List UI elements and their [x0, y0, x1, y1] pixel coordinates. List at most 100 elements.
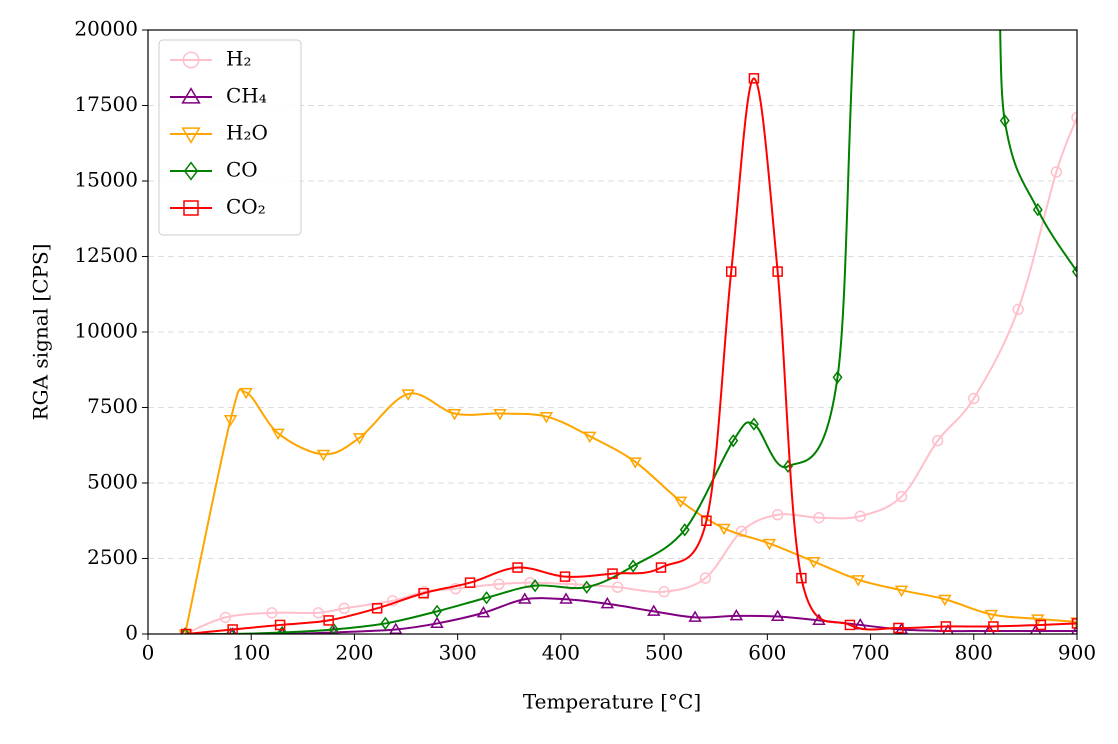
- marker: [181, 87, 201, 104]
- marker: [277, 625, 288, 634]
- x-axis-label: Temperature [°C]: [523, 690, 701, 714]
- marker: [239, 387, 253, 400]
- y-tick-label: 0: [125, 621, 138, 645]
- marker: [464, 577, 476, 588]
- marker: [352, 433, 367, 445]
- marker: [432, 604, 443, 619]
- marker: [338, 602, 350, 615]
- series-line: [185, 30, 1077, 634]
- series-line: [184, 388, 1077, 634]
- y-tick-label: 12500: [74, 243, 138, 267]
- marker: [524, 576, 536, 589]
- marker: [717, 523, 731, 536]
- y-tick-label: 17500: [74, 92, 138, 116]
- marker: [1050, 166, 1063, 178]
- marker: [493, 578, 505, 590]
- marker: [894, 585, 909, 598]
- y-tick-label: 7500: [87, 394, 138, 418]
- marker: [1012, 303, 1024, 316]
- marker: [266, 607, 278, 619]
- y-tick-label: 20000: [74, 17, 138, 41]
- x-tick-label: 800: [955, 641, 993, 665]
- marker: [611, 581, 624, 593]
- marker: [893, 622, 904, 634]
- marker: [983, 624, 996, 634]
- marker: [938, 594, 952, 607]
- marker: [493, 409, 507, 421]
- legend-box: [158, 39, 302, 236]
- marker: [844, 619, 856, 631]
- marker: [984, 609, 999, 622]
- marker: [832, 370, 843, 384]
- marker: [628, 457, 642, 469]
- marker: [518, 592, 532, 604]
- marker: [607, 568, 618, 579]
- legend-label: CO: [226, 158, 258, 182]
- legend-label: H₂: [226, 47, 251, 71]
- marker: [389, 622, 403, 634]
- marker: [512, 562, 523, 573]
- marker: [182, 51, 200, 69]
- marker: [430, 616, 444, 628]
- x-tick-label: 600: [748, 641, 786, 665]
- y-tick-label: 5000: [87, 470, 138, 494]
- marker: [180, 627, 191, 634]
- marker: [401, 389, 415, 401]
- marker: [770, 609, 785, 622]
- marker: [380, 616, 391, 631]
- marker: [813, 512, 825, 524]
- marker: [581, 580, 592, 594]
- marker: [679, 523, 690, 537]
- marker: [539, 412, 554, 424]
- marker: [476, 605, 491, 618]
- marker: [371, 603, 383, 614]
- marker: [699, 572, 712, 584]
- marker: [583, 431, 597, 444]
- marker: [1035, 619, 1047, 631]
- y-tick-label: 15000: [74, 168, 138, 192]
- y-tick-label: 10000: [74, 319, 138, 343]
- x-tick-label: 500: [645, 641, 683, 665]
- marker: [854, 510, 866, 522]
- marker: [968, 392, 980, 405]
- marker: [725, 266, 737, 277]
- marker: [219, 611, 232, 624]
- x-tick-label: 900: [1058, 641, 1096, 665]
- marker: [328, 622, 339, 634]
- marker: [183, 161, 199, 181]
- marker: [796, 572, 807, 584]
- marker: [701, 515, 712, 526]
- marker: [628, 559, 639, 573]
- y-tick-label: 2500: [87, 545, 138, 569]
- marker: [658, 586, 670, 598]
- marker: [565, 578, 577, 590]
- marker: [931, 435, 944, 447]
- marker: [999, 113, 1010, 128]
- marker: [181, 127, 201, 144]
- marker: [180, 628, 192, 634]
- marker: [1072, 264, 1077, 279]
- x-tick-label: 400: [542, 641, 580, 665]
- legend-label: H₂O: [226, 121, 268, 145]
- marker: [728, 434, 739, 448]
- marker: [271, 428, 285, 441]
- marker: [688, 610, 702, 622]
- marker: [851, 575, 865, 587]
- marker: [748, 417, 759, 431]
- x-tick-label: 100: [232, 641, 270, 665]
- marker: [274, 619, 286, 631]
- marker: [735, 525, 748, 538]
- marker: [647, 604, 661, 616]
- y-axis-label: RGA signal [CPS]: [29, 244, 53, 421]
- marker: [600, 596, 615, 609]
- marker: [895, 490, 908, 503]
- marker: [223, 415, 238, 427]
- marker: [316, 449, 331, 462]
- legend-label: CH₄: [226, 84, 267, 108]
- legend-label: CO₂: [226, 195, 266, 219]
- x-tick-label: 700: [851, 641, 889, 665]
- marker: [988, 621, 999, 632]
- series-line: [186, 77, 1077, 634]
- marker: [748, 73, 760, 84]
